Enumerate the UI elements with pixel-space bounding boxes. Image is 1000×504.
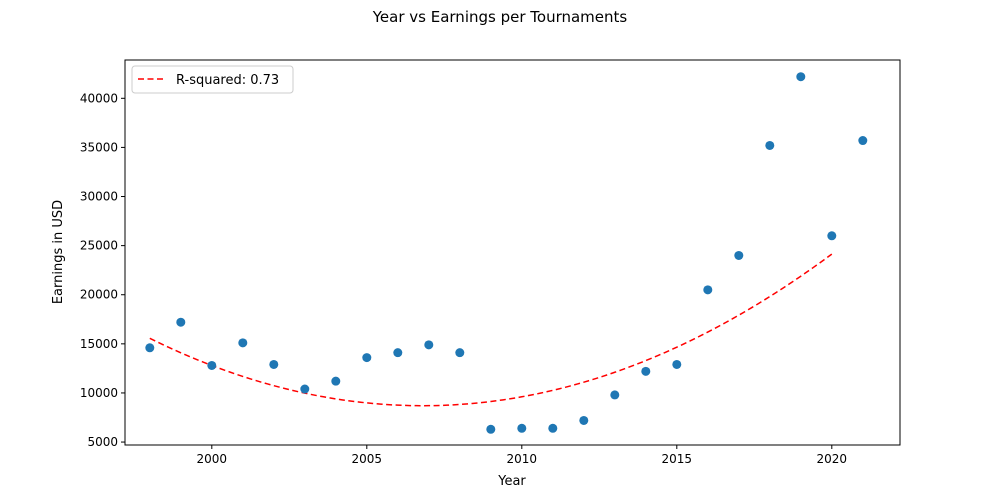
- scatter-point: [858, 136, 868, 146]
- fit-line: [149, 253, 833, 407]
- x-axis: 2000 2005 2010 2015 2020: [197, 445, 848, 466]
- legend-box: [131, 65, 294, 94]
- y-tick-label: 40000: [80, 91, 118, 105]
- scatter-point: [393, 348, 403, 358]
- chart-title: Year vs Earnings per Tournaments: [372, 8, 628, 26]
- plot-area: [124, 59, 901, 446]
- scatter-point: [455, 348, 465, 358]
- scatter-point: [238, 338, 248, 348]
- scatter-point: [703, 285, 713, 295]
- y-tick-label: 15000: [80, 337, 118, 351]
- y-axis-label: Earnings in USD: [51, 200, 66, 304]
- scatter-point: [796, 72, 806, 82]
- scatter-point: [424, 340, 434, 350]
- scatter-point: [486, 424, 496, 434]
- scatter-point: [610, 390, 620, 400]
- scatter-point: [207, 360, 217, 370]
- y-tick-label: 20000: [80, 288, 118, 302]
- y-tick-label: 35000: [80, 140, 118, 154]
- scatter-point: [300, 384, 310, 394]
- x-axis-label: Year: [497, 474, 526, 489]
- x-tick-label: 2015: [662, 452, 693, 466]
- legend-label: R-squared: 0.73: [176, 73, 279, 88]
- scatter-point: [734, 250, 744, 260]
- scatter-points: [145, 72, 868, 434]
- scatter-point: [362, 353, 372, 363]
- y-tick-label: 10000: [80, 386, 118, 400]
- scatter-point: [517, 423, 527, 433]
- scatter-point: [672, 359, 682, 369]
- legend: R-squared: 0.73: [131, 65, 294, 94]
- y-tick-label: 30000: [80, 190, 118, 204]
- scatter-point: [827, 231, 837, 241]
- y-tick-label: 5000: [87, 435, 118, 449]
- scatter-point: [176, 317, 186, 327]
- scatter-point: [269, 359, 279, 369]
- scatter-point: [579, 415, 589, 425]
- x-tick-label: 2005: [352, 452, 383, 466]
- y-tick-label: 25000: [80, 239, 118, 253]
- scatter-point: [641, 366, 651, 376]
- x-tick-label: 2020: [817, 452, 848, 466]
- y-axis: 5000 10000 15000 20000 25000 30000 35000 40000: [80, 91, 125, 449]
- scatter-point: [548, 423, 558, 433]
- scatter-point: [145, 343, 155, 353]
- scatter-point: [331, 376, 341, 386]
- scatter-point: [765, 140, 775, 150]
- x-tick-label: 2010: [507, 452, 538, 466]
- x-tick-label: 2000: [197, 452, 228, 466]
